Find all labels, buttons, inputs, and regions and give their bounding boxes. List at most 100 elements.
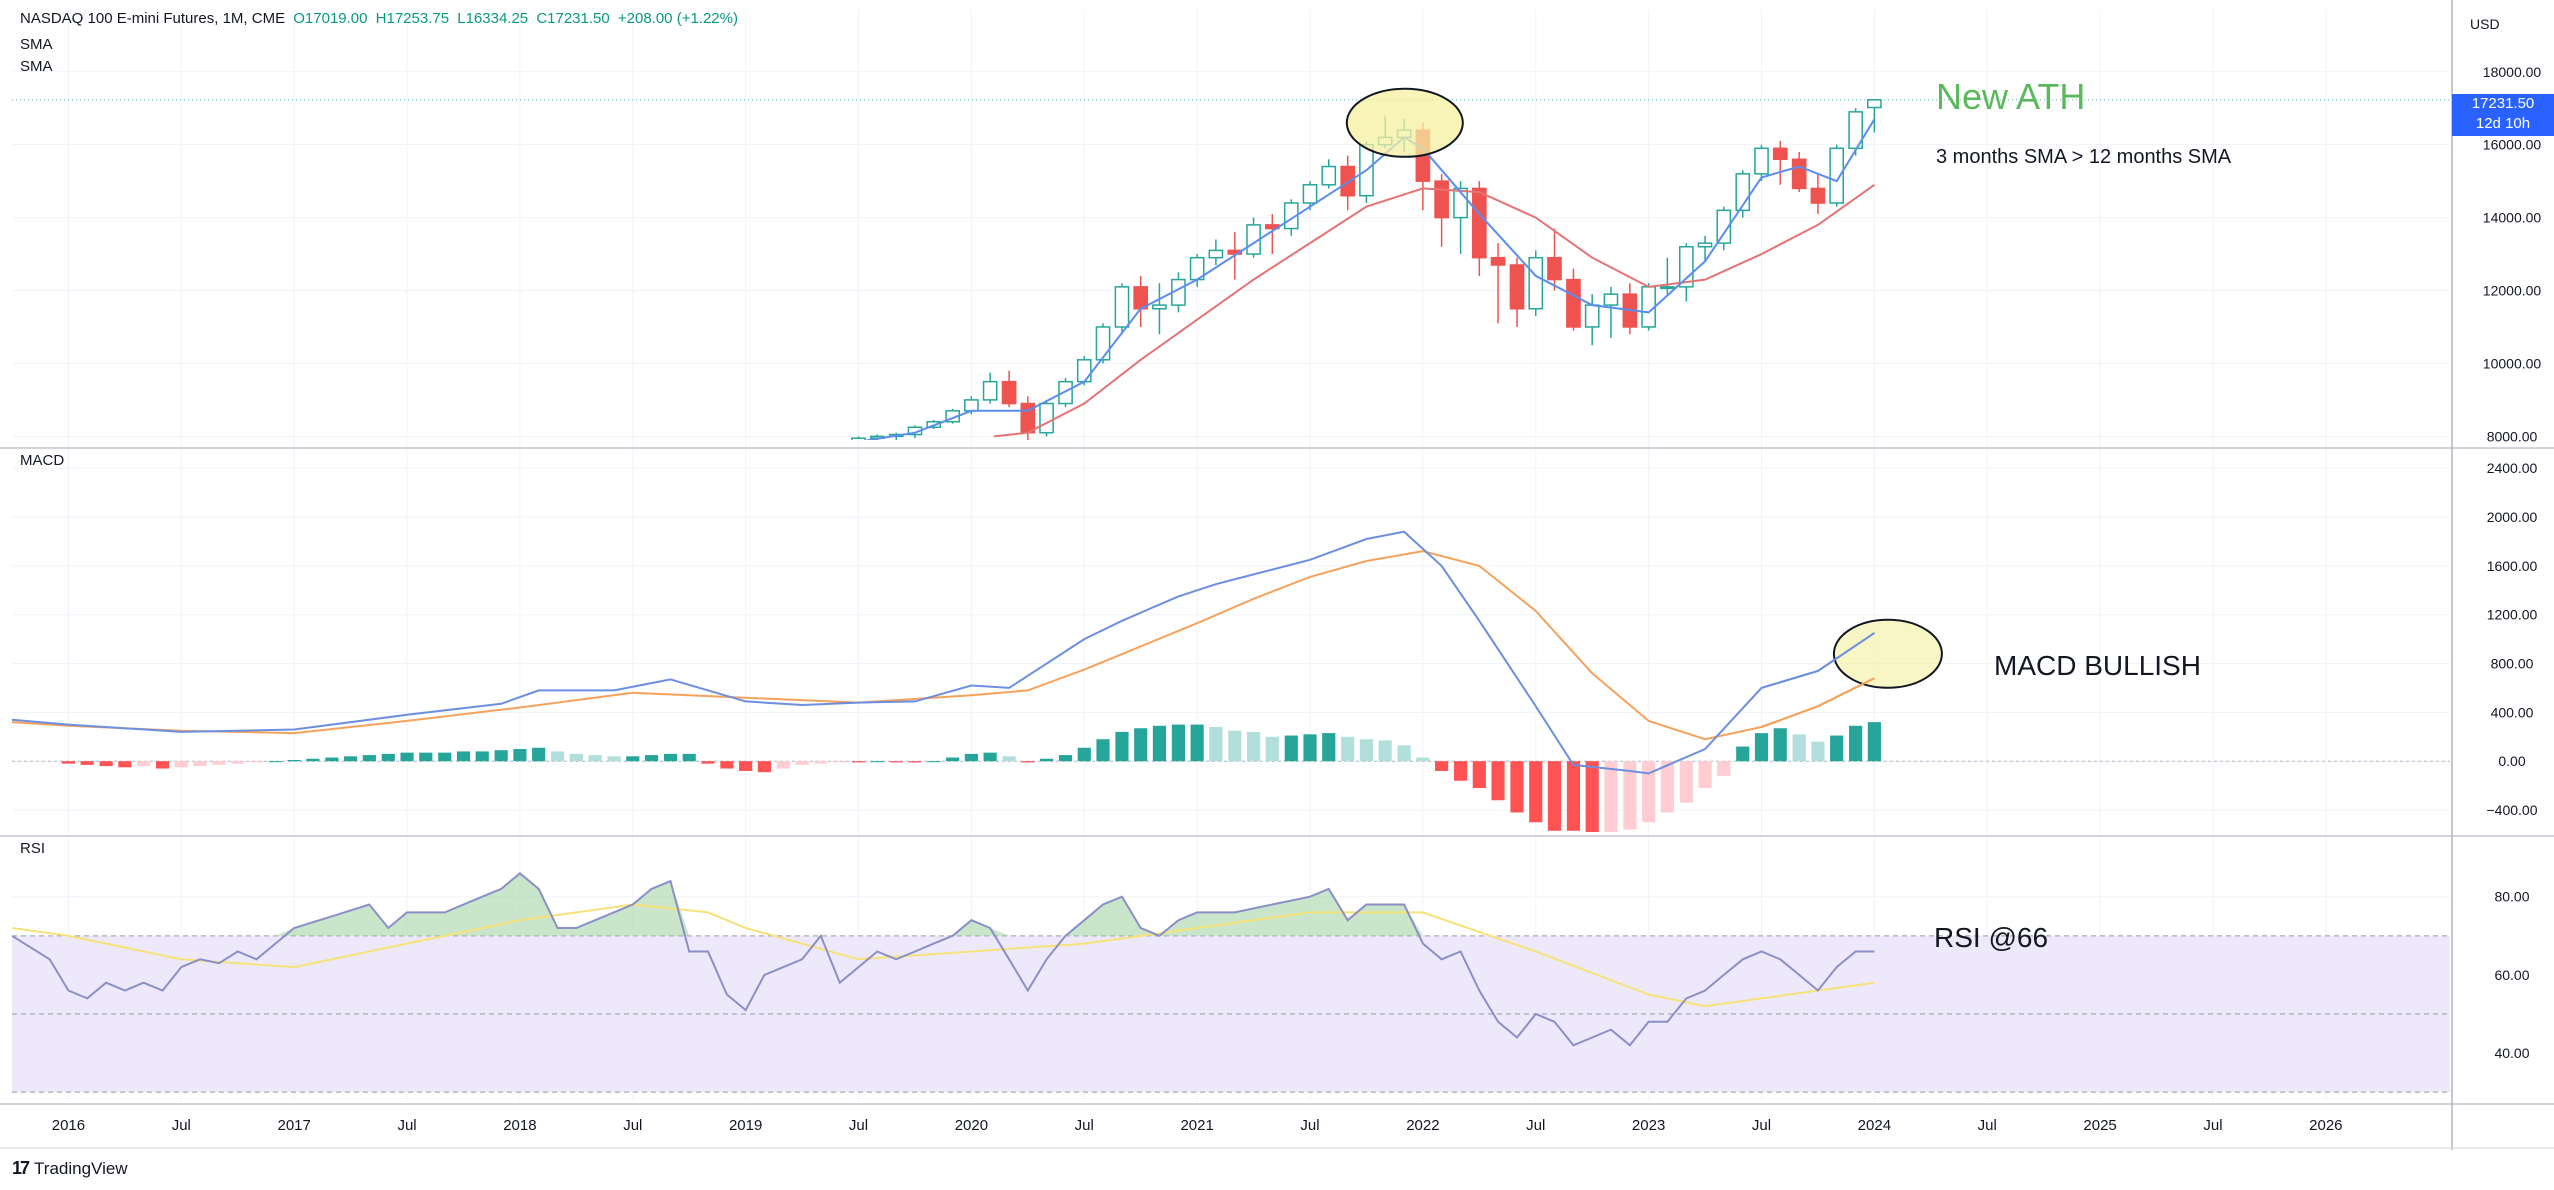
macd-histogram-bar (1472, 761, 1486, 789)
macd-histogram-bar (475, 751, 489, 762)
macd-histogram-bar (1642, 761, 1656, 823)
candle-down (1471, 187, 1487, 259)
macd-histogram-bar (1679, 761, 1693, 803)
tradingview-logo[interactable]: 17 TradingView (12, 1158, 128, 1179)
symbol-title[interactable]: NASDAQ 100 E-mini Futures, 1M, CME (20, 10, 286, 27)
x-tick-label: 2018 (503, 1117, 536, 1134)
rsi-pane (12, 871, 2450, 1093)
macd-highlight-circle (1832, 618, 1943, 689)
macd-label[interactable]: MACD (20, 452, 65, 469)
price-tick-label: 12000.00 (2483, 283, 2542, 299)
rsi-ma-line (12, 903, 1875, 1008)
candle-up (1076, 359, 1092, 383)
macd-histogram-bar (1566, 761, 1581, 831)
macd-histogram-bar (362, 755, 376, 762)
rsi-tick-label: 40.00 (2494, 1045, 2529, 1061)
macd-tick-label: 2400.00 (2487, 460, 2538, 476)
candle-down (1001, 380, 1017, 405)
macd-histogram-bar (155, 761, 170, 769)
price-tick-label: 8000.00 (2487, 428, 2538, 444)
x-tick-label: Jul (172, 1117, 191, 1134)
macd-histogram-bar (776, 761, 790, 769)
x-tick-label: Jul (2203, 1117, 2222, 1134)
candle-up (1321, 165, 1337, 186)
macd-histogram-bar (946, 757, 960, 762)
tradingview-logo-mark: 17 (12, 1158, 30, 1178)
x-tick-label: Jul (397, 1117, 416, 1134)
macd-histogram-bar (833, 761, 847, 763)
macd-tick-label: 2000.00 (2487, 509, 2538, 525)
rsi-tick-label: 60.00 (2494, 967, 2529, 983)
macd-histogram-bar (1867, 722, 1881, 762)
macd-histogram-bar (1529, 761, 1543, 823)
macd-histogram-bar (1265, 736, 1279, 762)
macd-histogram-bar (795, 761, 809, 765)
indicator-sma-2[interactable]: SMA (20, 58, 53, 75)
macd-histogram-bar (325, 757, 339, 762)
macd-histogram-bar (927, 761, 941, 763)
macd-tick-label: 400.00 (2491, 704, 2534, 720)
last-price: 17231.50 (2471, 95, 2535, 112)
candle-down (1772, 147, 1788, 161)
macd-histogram-bar (607, 756, 621, 762)
macd-histogram-bar (644, 755, 659, 762)
macd-histogram-bar (1058, 755, 1073, 762)
macd-histogram-bar (551, 751, 565, 762)
macd-histogram-bar (1152, 725, 1167, 762)
macd-histogram-bar (739, 761, 753, 771)
macd-histogram-bar (1190, 724, 1204, 762)
price-tick-label: 14000.00 (2483, 210, 2542, 226)
currency-label[interactable]: USD (2470, 16, 2500, 32)
macd-histogram-bar (1660, 761, 1674, 813)
macd-histogram-bar (1115, 731, 1129, 762)
candle-up (1528, 256, 1544, 310)
macd-histogram-bar (1303, 734, 1317, 762)
ath-highlight-circle (1345, 87, 1464, 158)
candle-up (1660, 286, 1675, 290)
macd-histogram-bar (1021, 761, 1035, 763)
macd-histogram-bar (1773, 728, 1787, 762)
macd-histogram-bar (626, 756, 640, 762)
macd-histogram-bar (1134, 728, 1148, 762)
rsi-label[interactable]: RSI (20, 840, 46, 857)
macd-tick-label: 0.00 (2498, 753, 2525, 769)
candle-up (1584, 304, 1600, 328)
candle-down (1566, 278, 1581, 328)
macd-histogram-bar (513, 748, 527, 762)
new-ath-annotation: New ATH (1936, 76, 2086, 117)
macd-histogram-bar (1792, 734, 1806, 762)
macd-histogram-bar (456, 751, 471, 762)
macd-histogram-bar (381, 753, 395, 762)
axes: 8000.0010000.0012000.0014000.0016000.001… (0, 0, 2554, 1150)
macd-histogram-bar (682, 753, 696, 762)
macd-histogram-bar (1171, 724, 1185, 762)
macd-histogram-bar (1849, 725, 1863, 762)
macd-signal-line (12, 550, 1875, 741)
candle-up (1152, 304, 1167, 310)
macd-histogram-bar (1246, 731, 1261, 762)
macd-histogram-bar (419, 752, 433, 762)
macd-histogram-bar (80, 761, 94, 765)
macd-histogram-bar (249, 761, 264, 763)
candle-up (1208, 249, 1224, 259)
ohlc-close: C17231.50 (536, 10, 610, 27)
x-tick-label: Jul (849, 1117, 868, 1134)
rsi-overbought-fill (12, 873, 1875, 936)
macd-histogram-bar (1209, 727, 1223, 762)
macd-histogram-bar (193, 761, 207, 767)
macd-histogram-bar (231, 761, 245, 764)
macd-histogram-bar (174, 761, 188, 768)
macd-line (12, 530, 1875, 775)
macd-histogram-bar (400, 752, 414, 762)
candle-down (1547, 256, 1562, 281)
indicator-sma-1[interactable]: SMA (20, 36, 53, 53)
x-tick-label: Jul (1752, 1117, 1771, 1134)
macd-histogram-bar (814, 761, 828, 764)
x-tick-label: 2026 (2309, 1117, 2342, 1134)
macd-histogram-bar (118, 761, 132, 768)
x-tick-label: 2019 (729, 1117, 762, 1134)
macd-histogram-bar (1453, 761, 1468, 781)
macd-histogram-bar (870, 761, 884, 763)
price-tick-label: 10000.00 (2483, 355, 2542, 371)
